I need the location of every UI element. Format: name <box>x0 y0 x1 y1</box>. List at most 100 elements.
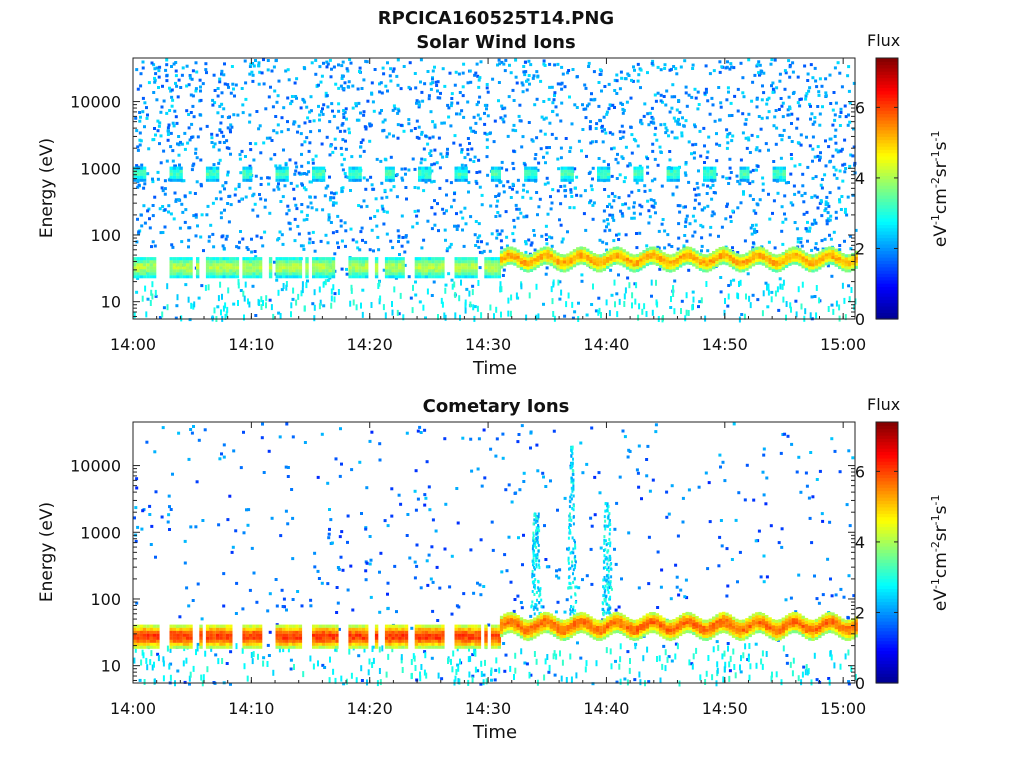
low-energy-cell <box>656 656 658 662</box>
band-cell <box>748 262 752 266</box>
band-cell <box>461 260 465 264</box>
band-cell <box>625 263 630 267</box>
scatter-cell <box>340 77 344 80</box>
scatter-cell <box>732 278 736 282</box>
scatter-cell <box>329 518 333 522</box>
band-cell <box>636 172 641 176</box>
scatter-cell <box>804 471 808 475</box>
scatter-cell <box>715 159 719 163</box>
scatter-cell <box>273 89 277 93</box>
band-cell <box>781 255 785 259</box>
scatter-cell <box>498 214 502 218</box>
band-cell <box>775 166 780 170</box>
scatter-cell <box>136 525 140 529</box>
scatter-cell <box>664 131 668 135</box>
scatter-cell <box>346 514 350 518</box>
band-cell <box>814 268 819 272</box>
band-cell <box>814 259 819 263</box>
scatter-cell <box>155 98 159 102</box>
scatter-cell <box>302 186 306 190</box>
band-cell <box>365 257 369 261</box>
band-cell <box>484 257 488 261</box>
band-cell <box>854 250 858 254</box>
scatter-cell <box>659 123 663 127</box>
scatter-cell <box>848 234 852 238</box>
band-cell <box>278 275 283 279</box>
band-cell <box>179 260 183 264</box>
band-cell <box>662 252 666 256</box>
band-cell <box>331 269 336 273</box>
scatter-cell <box>443 437 447 441</box>
scatter-cell <box>806 72 810 76</box>
band-cell <box>295 272 299 276</box>
band-cell <box>619 256 623 260</box>
band-cell <box>612 246 616 250</box>
scatter-cell <box>774 109 778 112</box>
band-cell <box>428 269 432 273</box>
low-energy-cell <box>459 314 461 321</box>
band-cell <box>424 169 428 173</box>
scatter-cell <box>148 513 152 516</box>
scatter-cell <box>278 230 282 234</box>
scatter-cell <box>192 214 196 218</box>
scatter-cell <box>710 214 714 218</box>
scatter-cell <box>194 525 198 529</box>
scatter-cell <box>767 148 770 152</box>
band-cell <box>348 172 352 176</box>
band-cell <box>597 175 601 179</box>
band-cell <box>649 249 653 253</box>
x-tick-label: 14:50 <box>702 335 748 354</box>
y-tick-label: 100 <box>90 226 121 245</box>
scatter-cell <box>805 135 808 139</box>
scatter-cell <box>660 222 664 226</box>
band-cell <box>645 247 650 252</box>
band-cell <box>278 166 283 170</box>
scatter-cell <box>668 68 672 72</box>
band-cell <box>596 263 600 267</box>
band-cell <box>635 265 640 270</box>
scatter-cell <box>623 435 627 439</box>
scatter-cell <box>460 163 464 167</box>
scatter-cell <box>264 107 268 111</box>
band-cell <box>172 275 177 279</box>
band-cell <box>718 247 722 251</box>
band-cell <box>758 261 762 265</box>
scatter-cell <box>767 96 771 100</box>
low-energy-cell <box>537 313 540 320</box>
scatter-cell <box>422 189 426 193</box>
low-energy-cell <box>371 662 374 668</box>
scatter-cell <box>340 74 344 78</box>
low-energy-cell <box>712 646 715 653</box>
scatter-cell <box>811 76 815 80</box>
scatter-cell <box>338 474 342 478</box>
scatter-cell <box>748 194 752 198</box>
band-cell <box>632 269 636 273</box>
scatter-cell <box>847 449 851 453</box>
band-cell <box>152 272 157 276</box>
band-cell <box>649 252 653 256</box>
scatter-cell <box>334 146 338 150</box>
band-cell <box>831 246 835 251</box>
scatter-cell <box>389 239 393 243</box>
band-cell <box>778 256 782 260</box>
band-cell <box>715 254 719 258</box>
scatter-cell <box>621 107 625 111</box>
scatter-cell <box>736 206 740 210</box>
band-cell <box>506 258 510 262</box>
band-cell <box>142 275 147 279</box>
scatter-cell <box>455 224 459 228</box>
scatter-cell <box>480 251 484 255</box>
scatter-cell <box>476 669 480 673</box>
scatter-cell <box>299 106 303 110</box>
scatter-cell <box>568 180 572 184</box>
scatter-cell <box>816 247 820 251</box>
scatter-cell <box>732 66 736 70</box>
band-cell <box>205 269 210 273</box>
scatter-cell <box>629 96 633 100</box>
band-cell <box>461 266 465 270</box>
scatter-cell <box>472 129 476 133</box>
scatter-cell <box>372 249 375 253</box>
scatter-cell <box>836 61 840 65</box>
band-cell <box>516 255 520 259</box>
band-cell <box>152 260 157 264</box>
